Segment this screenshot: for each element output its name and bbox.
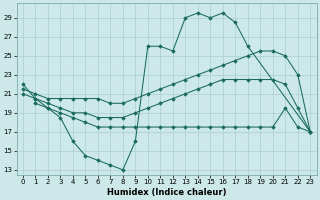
X-axis label: Humidex (Indice chaleur): Humidex (Indice chaleur) [107, 188, 226, 197]
